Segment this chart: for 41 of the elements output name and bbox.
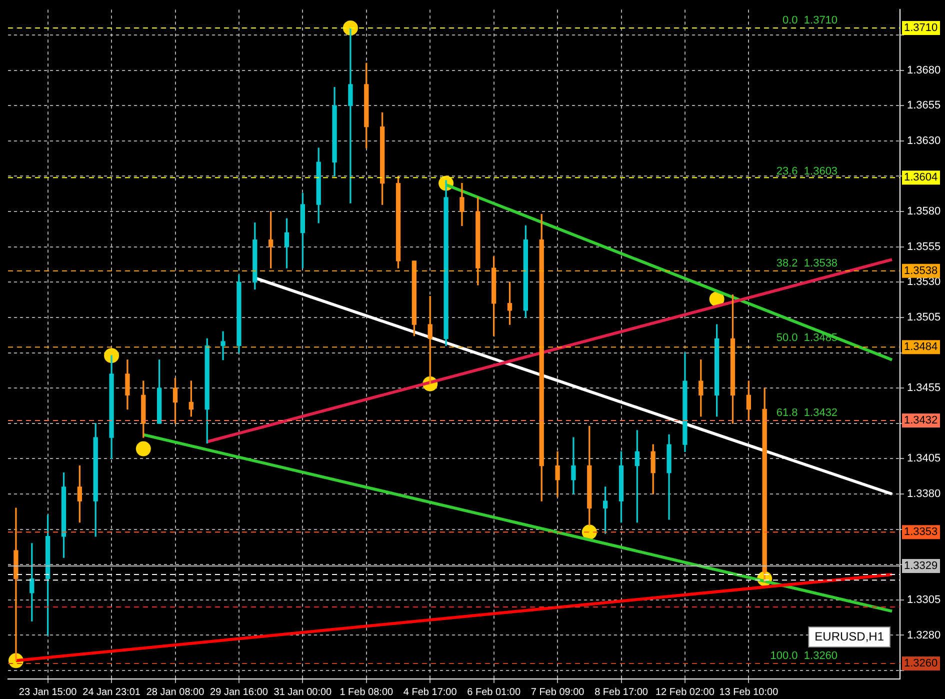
y-tick-label: 1.3655 — [907, 100, 941, 112]
y-tick-label: 1.3580 — [907, 206, 941, 218]
ref-line-label: 1.3604 — [904, 172, 938, 184]
annotation: 23.6 1.3603 — [776, 166, 838, 178]
y-tick-label: 1.3530 — [907, 276, 941, 288]
y-tick-label: 1.3680 — [907, 64, 941, 76]
point — [104, 348, 120, 364]
x-tick-label: 24 Jan 23:01 — [82, 686, 141, 698]
point — [582, 524, 597, 540]
annotation: 0.0 1.3710 — [782, 14, 838, 26]
ref-line-label: 1.3260 — [904, 657, 938, 670]
y-tick-label: 1.3630 — [907, 134, 941, 147]
y-tick-label: 1.3455 — [907, 382, 941, 394]
point — [136, 441, 151, 456]
x-tick-label: 28 Jan 08:00 — [146, 686, 205, 698]
y-tick-label: 1.3405 — [907, 452, 941, 465]
annotation: EURUSD,H1 — [814, 629, 884, 644]
x-tick-label: 1 Feb 08:00 — [340, 686, 394, 698]
y-tick-label: 1.3380 — [907, 488, 941, 500]
x-tick-label: 4 Feb 17:00 — [403, 686, 458, 698]
x-tick-label: 31 Jan 00:00 — [274, 686, 332, 698]
ref-line-label: 1.3538 — [904, 264, 938, 277]
y-tick-label: 1.3280 — [907, 629, 941, 642]
y-tick-label: 1.3305 — [907, 594, 941, 606]
x-tick-label: 8 Feb 17:00 — [594, 686, 648, 698]
y-tick-label: 1.3555 — [907, 240, 941, 253]
annotation: 61.8 1.3432 — [776, 407, 838, 420]
ref-line-label: 1.3484 — [904, 341, 938, 354]
ref-line-label: 1.3353 — [904, 526, 938, 538]
x-tick-label: 13 Feb 10:00 — [719, 686, 779, 698]
annotation: 100.0 1.3260 — [770, 650, 838, 662]
ref-line-label: 1.3710 — [904, 22, 938, 34]
y-tick-label: 1.3505 — [907, 312, 941, 324]
annotation: 38.2 1.3538 — [776, 257, 838, 270]
x-tick-label: 29 Jan 16:00 — [210, 686, 268, 698]
x-tick-label: 12 Feb 02:00 — [655, 686, 715, 698]
ref-line-label: 1.3432 — [904, 414, 938, 427]
x-tick-label: 23 Jan 15:00 — [18, 686, 78, 698]
x-tick-label: 7 Feb 09:00 — [530, 686, 585, 698]
ref-line-label: 1.3329 — [904, 560, 938, 572]
x-tick-label: 6 Feb 01:00 — [467, 686, 521, 698]
